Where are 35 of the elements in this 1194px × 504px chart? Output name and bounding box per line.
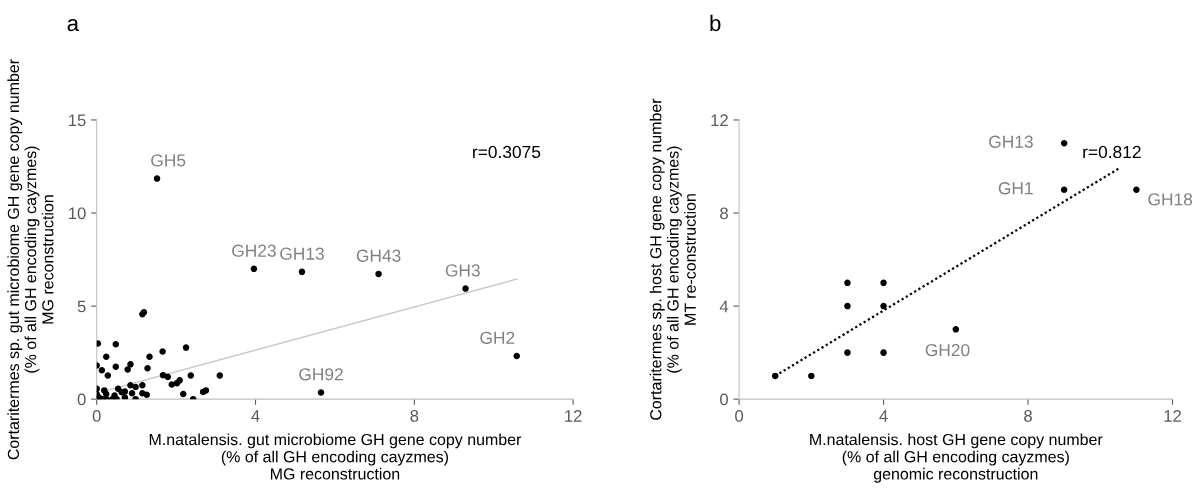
x-axis-title: M.natalensis. gut microbiome GH gene copy number (% of all GH encoding cayzmes) MG reconstruction bbox=[149, 433, 522, 480]
annotation: GH1 bbox=[998, 182, 1033, 195]
annotation: GH18 bbox=[1148, 193, 1193, 206]
y-tick-label: 5 bbox=[77, 300, 86, 313]
annotation: GH13 bbox=[280, 247, 324, 260]
x-tick-label: 0 bbox=[92, 410, 101, 422]
chart-title: a bbox=[67, 18, 80, 32]
annotation: GH92 bbox=[299, 368, 343, 381]
x-tick-label: 0 bbox=[735, 410, 744, 422]
annotation: GH23 bbox=[232, 244, 276, 257]
y-axis-title: Cortaritermes sp. gut microbiome GH gene copy number (% of all GH encoding cayzmes) MG reconstruction bbox=[7, 59, 54, 460]
y-axis-title: Cortaritermes sp. host GH gene copy number (% of all GH encoding cayzmes) MT re-construction bbox=[649, 98, 696, 420]
y-tick-label: 8 bbox=[720, 207, 728, 220]
annotation: GH20 bbox=[925, 343, 970, 357]
chart-title: b bbox=[710, 14, 721, 32]
x-axis-title: M.natalensis. host GH gene copy number (% of all GH encoding cayzmes) genomic reconstruction bbox=[810, 433, 1103, 483]
annotation: GH3 bbox=[445, 264, 480, 277]
annotation: GH5 bbox=[151, 154, 186, 167]
x-tick-label: 8 bbox=[410, 410, 419, 422]
x-tick-label: 4 bbox=[251, 410, 260, 422]
x-tick-label: 4 bbox=[879, 410, 888, 422]
y-tick-label: 12 bbox=[711, 114, 728, 126]
x-tick-label: 8 bbox=[1024, 410, 1032, 422]
annotation: r=0.3075 bbox=[473, 145, 541, 159]
y-tick-label: 10 bbox=[69, 207, 86, 220]
annotation: r=0.812 bbox=[1083, 145, 1141, 159]
annotation: GH13 bbox=[989, 135, 1033, 148]
annotation: GH43 bbox=[356, 249, 401, 262]
y-tick-label: 0 bbox=[720, 393, 729, 406]
y-tick-label: 4 bbox=[719, 300, 729, 313]
x-tick-label: 12 bbox=[1164, 410, 1181, 422]
y-tick-label: 0 bbox=[77, 393, 86, 406]
annotation: GH2 bbox=[480, 331, 515, 344]
y-tick-label: 15 bbox=[69, 114, 86, 127]
x-tick-label: 12 bbox=[565, 410, 582, 422]
